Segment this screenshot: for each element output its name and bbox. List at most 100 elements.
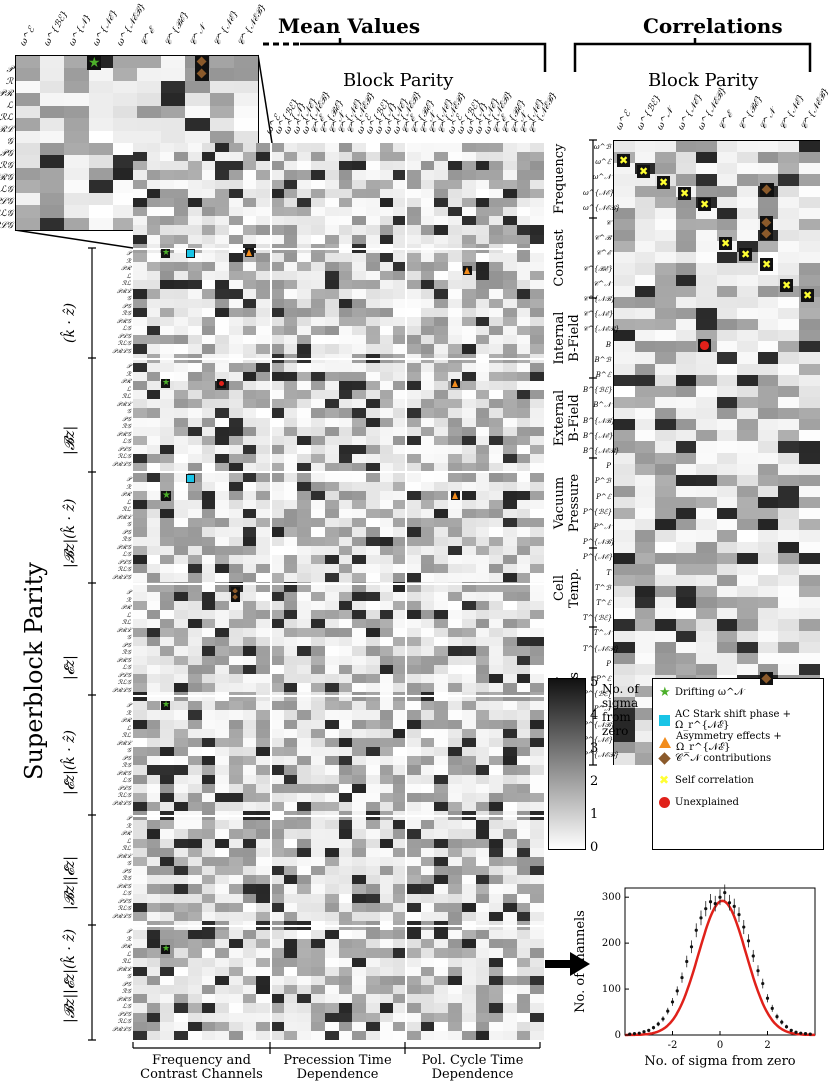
corr-cell xyxy=(655,241,676,253)
mean-cell xyxy=(338,747,353,757)
mean-cell xyxy=(215,664,230,675)
corr-cell xyxy=(798,552,820,565)
mean-cell xyxy=(270,609,285,620)
mean-cell xyxy=(174,344,189,354)
mean-cell xyxy=(434,774,449,785)
corr-cell xyxy=(757,196,779,209)
mean-cell xyxy=(448,939,463,949)
mean-cell xyxy=(393,719,408,730)
mean-cell xyxy=(338,326,353,336)
corr-cell xyxy=(696,430,717,442)
mean-cell xyxy=(379,161,394,171)
mean-cell xyxy=(502,856,518,867)
mean-cell xyxy=(324,1021,339,1032)
corr-cell xyxy=(737,319,758,331)
mean-cell xyxy=(365,609,381,620)
mean-cell xyxy=(215,1030,230,1041)
mean-cell xyxy=(215,618,230,629)
mean-cell xyxy=(434,509,449,519)
mean-cell xyxy=(420,463,435,473)
mean-cell xyxy=(338,802,353,812)
mean-cell xyxy=(228,481,244,492)
mean-cell xyxy=(365,966,381,977)
legend-label: AC Stark shift phase + Ω_r^{𝒩ℰ} xyxy=(675,709,791,731)
mean-cell xyxy=(516,261,531,272)
row-label: ℛℒ xyxy=(121,393,131,400)
corr-cell xyxy=(778,541,799,554)
mean-cell xyxy=(297,1012,312,1023)
corr-cell xyxy=(655,497,676,509)
corr-cell xyxy=(798,574,820,587)
row-label: ℛ xyxy=(126,822,131,830)
mean-cell xyxy=(228,518,244,528)
mean-cell xyxy=(379,618,394,629)
mean-cell xyxy=(352,152,367,162)
mean-cell xyxy=(270,435,285,446)
mean-cell xyxy=(270,591,285,602)
mean-cell xyxy=(160,1030,175,1041)
mean-cell xyxy=(242,737,257,748)
mean-cell xyxy=(448,188,463,199)
mean-cell xyxy=(502,170,518,181)
corr-cell xyxy=(614,330,635,342)
corr-cell xyxy=(737,641,758,654)
mean-cell xyxy=(228,335,244,345)
mean-cell xyxy=(174,161,189,171)
mean-cell xyxy=(407,554,422,565)
mean-cell xyxy=(434,802,449,812)
mean-cell xyxy=(352,820,367,830)
mean-cell xyxy=(365,481,381,492)
corr-cell xyxy=(757,430,779,442)
mean-cell xyxy=(146,280,161,290)
corr-cell xyxy=(757,285,779,298)
mean-cell xyxy=(420,545,435,556)
corr-cell xyxy=(696,274,717,287)
mean-cell xyxy=(379,783,394,794)
mean-cell xyxy=(352,298,367,309)
mean-cell xyxy=(338,417,353,428)
mean-cell xyxy=(502,792,518,803)
corr-cell xyxy=(778,241,799,253)
corr-cell xyxy=(716,586,738,598)
mean-cell xyxy=(201,646,216,657)
inset-cell xyxy=(185,80,211,94)
mean-cell xyxy=(242,802,257,812)
corr-cell xyxy=(737,530,758,542)
mean-cell xyxy=(311,609,326,620)
mean-cell xyxy=(352,893,367,904)
mean-cell xyxy=(215,362,230,373)
mean-cell xyxy=(434,719,449,730)
mean-cell xyxy=(475,756,490,766)
mean-cell xyxy=(133,472,148,483)
mean-cell xyxy=(502,1003,518,1014)
corr-cell xyxy=(634,141,656,153)
mean-cell xyxy=(201,445,216,455)
mean-cell xyxy=(242,847,257,858)
mean-cell xyxy=(187,737,202,748)
mean-cell xyxy=(338,866,353,876)
row-label: 𝒫ℛℒ xyxy=(116,400,131,408)
group-divider xyxy=(133,248,544,250)
mean-cell xyxy=(215,655,230,666)
mean-cell xyxy=(338,701,353,711)
mean-cell xyxy=(502,380,518,391)
corr-cell xyxy=(778,307,799,320)
mean-cell xyxy=(393,875,408,885)
row-label: 𝒫ℛℒ xyxy=(116,852,131,860)
mean-cell xyxy=(283,1021,298,1032)
mean-cell xyxy=(489,948,504,959)
mean-cell xyxy=(160,710,175,721)
mean-cell xyxy=(283,170,298,181)
mean-cell xyxy=(160,875,175,885)
corr-cell xyxy=(675,641,697,654)
mean-cell xyxy=(311,728,326,739)
mean-cell xyxy=(297,326,312,336)
mean-cell xyxy=(420,399,435,409)
mean-cell xyxy=(283,728,298,739)
mean-cell xyxy=(228,390,244,400)
mean-cell xyxy=(365,280,381,290)
mean-cell xyxy=(502,930,518,940)
mean-cell xyxy=(516,975,531,986)
mean-cell xyxy=(324,408,339,419)
mean-cell xyxy=(461,207,476,217)
